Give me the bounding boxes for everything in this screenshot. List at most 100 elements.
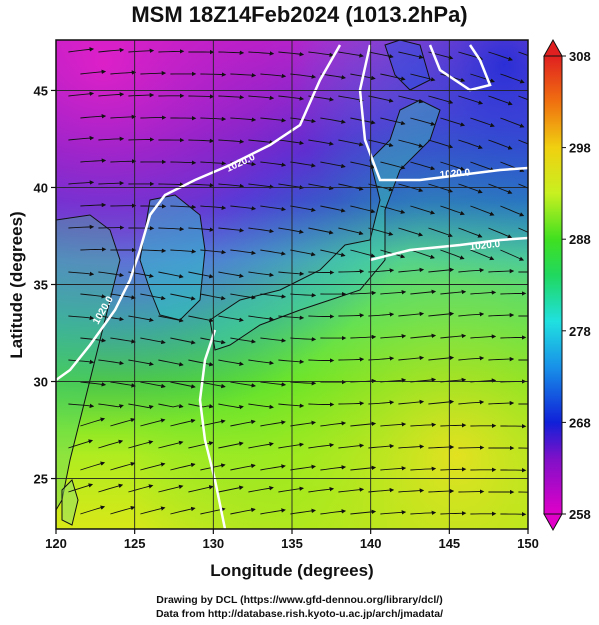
streamline — [500, 335, 527, 340]
colorbar-tick-label: 268 — [569, 415, 591, 430]
streamline — [68, 315, 95, 321]
streamline — [308, 51, 334, 58]
streamline — [158, 403, 184, 409]
streamline — [110, 114, 137, 120]
streamline — [80, 158, 107, 163]
streamline — [470, 205, 495, 216]
streamline — [140, 506, 166, 515]
streamline — [158, 440, 184, 449]
streamline — [248, 95, 275, 101]
isobar-1020 — [56, 44, 528, 529]
streamline — [158, 182, 185, 187]
streamline — [260, 293, 287, 299]
streamline — [380, 466, 407, 471]
streamline — [230, 72, 257, 78]
streamline — [170, 418, 196, 427]
map-figure: 1020.0 1020.0 1020.0 1020.0 120 125 130 135… — [7, 38, 591, 580]
streamline — [248, 51, 275, 56]
streamline — [98, 359, 124, 366]
streamline — [410, 510, 437, 516]
streamline — [128, 48, 155, 53]
streamline — [470, 290, 497, 295]
streamline — [98, 439, 124, 449]
streamline — [290, 508, 316, 515]
streamline — [350, 290, 377, 296]
streamline — [338, 227, 364, 236]
streamline — [290, 420, 316, 427]
streamline — [230, 419, 256, 427]
streamline — [458, 400, 485, 405]
streamline — [500, 73, 525, 84]
streamline — [380, 510, 407, 515]
streamline — [278, 227, 304, 234]
streamline — [260, 161, 287, 167]
streamline — [128, 403, 154, 410]
streamline — [188, 271, 214, 279]
streamline — [170, 249, 197, 254]
streamline — [260, 464, 286, 471]
streamline — [368, 139, 394, 148]
streamline — [188, 182, 215, 188]
streamline — [218, 94, 245, 100]
streamline — [128, 92, 155, 98]
colorbar: 258 268 278 288 298 308 — [543, 38, 591, 532]
credit-data: Data from http://database.rish.kyoto-u.a… — [155, 608, 444, 620]
streamline — [500, 205, 525, 217]
streamline — [200, 293, 226, 301]
streamline — [308, 442, 335, 449]
streamline — [278, 315, 305, 321]
streamline — [308, 402, 335, 407]
taiwan-island — [61, 479, 79, 526]
streamline — [230, 337, 256, 344]
streamline — [518, 447, 528, 449]
streamline — [98, 271, 124, 278]
y-tick-label: 30 — [34, 375, 48, 390]
streamline — [140, 115, 167, 120]
streamline — [110, 337, 136, 344]
streamline — [320, 421, 347, 427]
streamline — [110, 505, 136, 515]
streamline — [80, 505, 106, 515]
streamline — [68, 359, 95, 365]
streamline — [338, 313, 365, 318]
streamline — [230, 249, 256, 256]
streamline — [500, 291, 527, 296]
streamline — [170, 204, 197, 210]
streamline — [320, 205, 346, 213]
streamline — [440, 161, 465, 171]
streamline — [80, 461, 106, 471]
streamline — [368, 356, 395, 361]
streamline — [218, 50, 245, 56]
streamline — [200, 249, 227, 255]
streamline — [170, 337, 196, 345]
streamline — [398, 139, 424, 148]
streamline — [110, 70, 137, 75]
streamline — [350, 509, 377, 515]
streamline — [80, 69, 107, 75]
x-tick-label: 140 — [360, 536, 382, 551]
streamline — [290, 205, 316, 212]
streamline — [230, 117, 257, 122]
streamline — [128, 440, 154, 449]
streamline — [368, 443, 395, 449]
streamline — [128, 484, 154, 493]
streamline — [278, 51, 305, 57]
x-tick-label: 125 — [124, 536, 146, 551]
streamline — [338, 139, 364, 147]
streamline — [200, 205, 227, 210]
streamline — [218, 441, 244, 449]
colorbar-tick-label: 288 — [569, 232, 591, 247]
streamline — [140, 462, 166, 471]
streamline — [98, 136, 125, 142]
streamline — [68, 135, 95, 141]
streamline — [170, 506, 196, 515]
streamline — [350, 334, 377, 340]
streamline — [500, 249, 525, 261]
streamline — [230, 293, 256, 300]
streamline — [68, 271, 95, 277]
streamline — [158, 484, 184, 493]
streamline — [398, 311, 425, 317]
streamline — [140, 293, 166, 301]
streamline — [68, 483, 94, 493]
streamline — [98, 92, 125, 97]
